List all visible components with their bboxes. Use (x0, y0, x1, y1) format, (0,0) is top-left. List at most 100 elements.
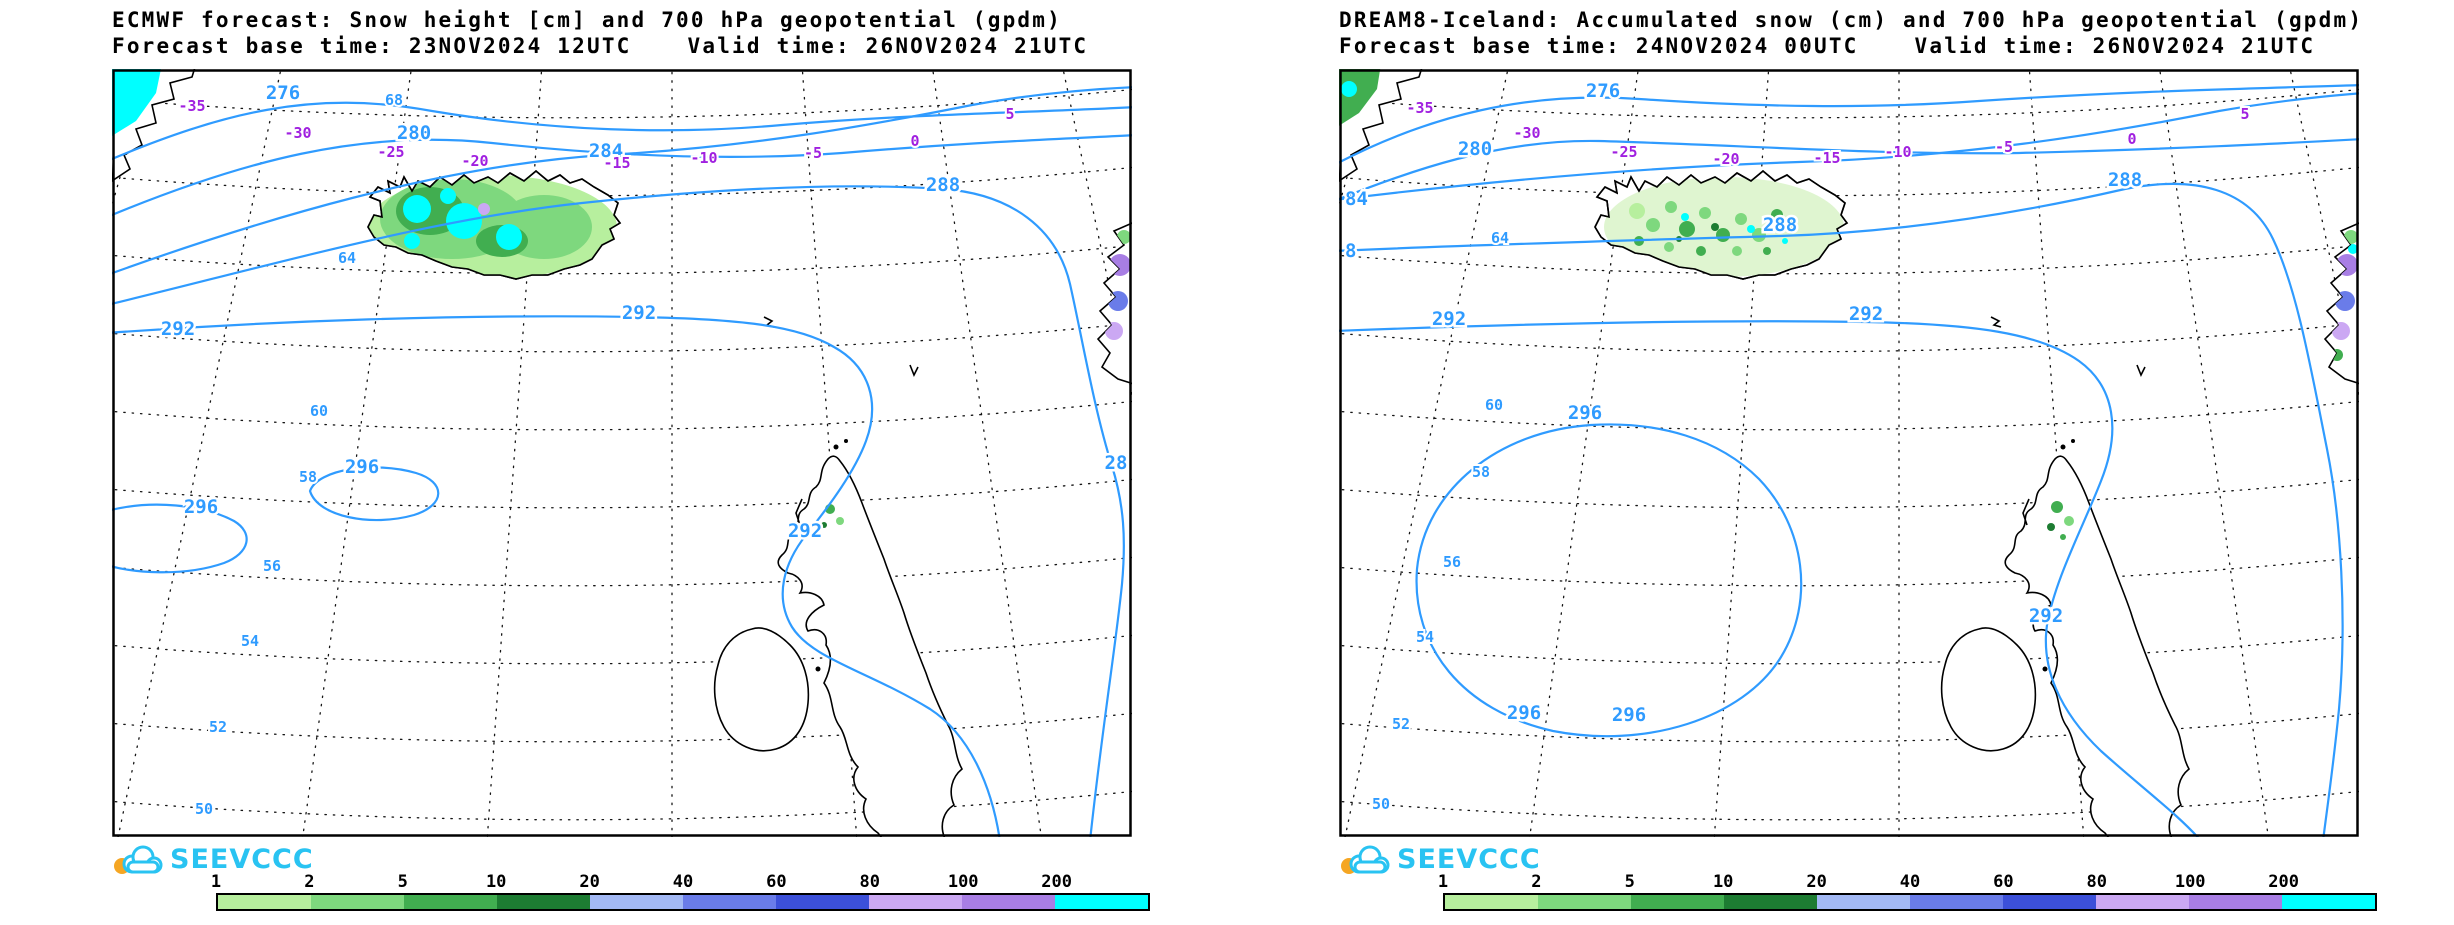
legend-segment (2096, 895, 2189, 909)
legend-color-bar (216, 893, 1150, 911)
panel-title: ECMWF forecast: Snow height [cm] and 700… (112, 8, 1062, 32)
panel-header: ECMWF forecast: Snow height [cm] and 700… (112, 8, 1212, 58)
legend-segment (2282, 895, 2375, 909)
latitude-label: 50 (1372, 795, 1390, 813)
map-svg-dream8: 276 280 84 8 288 288 292 292 296 296 296… (1339, 69, 2359, 837)
shetland-islands (909, 364, 919, 377)
legend-segment (218, 895, 311, 909)
greenland-east-coast (1096, 222, 1132, 385)
iceland (1594, 169, 1849, 280)
latitude-label: 60 (310, 402, 328, 420)
legend-segment (776, 895, 869, 909)
legend-segment (2189, 895, 2282, 909)
legend-tick: 100 (2174, 872, 2206, 892)
legend-segment (1724, 895, 1817, 909)
temperature-labels: -35 -30 -25 -20 -15 -10 -5 0 5 (176, 95, 1016, 174)
seevccc-logo: SEEVCCC (112, 841, 314, 877)
contour-label: 296 (184, 496, 218, 518)
temperature-label: -15 (1813, 149, 1840, 167)
faroe-islands (1990, 316, 2002, 328)
iceland-snow-cover (1604, 177, 1844, 277)
temperature-label: 0 (910, 132, 919, 150)
legend-tick: 200 (2268, 872, 2299, 892)
latitude-label: 58 (1472, 463, 1490, 481)
temperature-label: -30 (284, 124, 311, 142)
legend-tick: 2 (304, 872, 315, 892)
latitude-label: 64 (338, 249, 356, 267)
contour-labels: 276 280 84 8 288 288 292 292 296 296 296… (1343, 78, 2145, 729)
legend-tick: 5 (397, 872, 408, 892)
legend-tick: 1 (1437, 872, 1449, 892)
latitude-labels: 68 64 60 58 56 54 52 50 (193, 89, 405, 820)
panel-subtitle: Forecast base time: 23NOV2024 12UTC Vali… (112, 34, 1212, 58)
legend-tick: 40 (1899, 872, 1921, 892)
legend-tick: 2 (1531, 872, 1542, 892)
graticule (112, 69, 1132, 837)
iceland-snow-cover (368, 175, 617, 279)
geopotential-contours (1339, 84, 2359, 837)
contour-label: 276 (266, 82, 300, 104)
graticule (1339, 69, 2359, 837)
legend-segment (404, 895, 497, 909)
latitude-label: 56 (263, 557, 281, 575)
legend-tick: 60 (1993, 872, 2014, 892)
snow-legend: 1 2 5 10 20 40 60 80 100 200 (1438, 872, 2377, 914)
legend-tick: 5 (1624, 872, 1635, 892)
contour-label: 292 (1432, 308, 1466, 330)
legend-tick: 1 (210, 872, 222, 892)
legend-segment (1910, 895, 2003, 909)
contour-label: 288 (926, 174, 960, 196)
valid-time: Valid time: 26NOV2024 21UTC (687, 34, 1089, 58)
contour-label: 296 (1568, 402, 1602, 424)
geopotential-contours (112, 86, 1132, 837)
temperature-label: -35 (1406, 99, 1433, 117)
iceland (367, 169, 622, 280)
contour-label: 284 (589, 140, 623, 162)
contour-label: 296 (1507, 702, 1541, 724)
map-dream8: 276 280 84 8 288 288 292 292 296 296 296… (1339, 69, 2359, 837)
latitude-label: 58 (299, 468, 317, 486)
map-ecmwf: 276 280 284 288 292 292 296 296 28 292 -… (112, 69, 1132, 837)
legend-tick: 200 (1041, 872, 1072, 892)
temperature-label: -5 (804, 144, 822, 162)
latitude-labels: 64 60 58 56 54 52 50 (1370, 227, 1511, 815)
temperature-label: -20 (461, 152, 488, 170)
greenland-northwest (112, 69, 196, 182)
temperature-label: -20 (1712, 150, 1739, 168)
legend-tick: 10 (485, 872, 507, 892)
legend-segment (311, 895, 404, 909)
contour-label: 292 (1849, 303, 1883, 325)
latitude-label: 52 (209, 718, 227, 736)
latitude-label: 60 (1485, 396, 1503, 414)
contour-label: 292 (622, 302, 656, 324)
orkney-islands (833, 439, 848, 450)
temperature-label: 5 (1005, 105, 1014, 123)
contour-label: 28 (1105, 452, 1128, 474)
map-border (112, 69, 1132, 837)
snow-legend: 1 2 5 10 20 40 60 80 100 200 (211, 872, 1150, 914)
contour-labels: 276 280 284 288 292 292 296 296 28 292 (158, 80, 1130, 545)
cloud-logo-icon (1341, 845, 1390, 874)
contour-label: 296 (345, 456, 379, 478)
legend-color-bar (1443, 893, 2377, 911)
temperature-label: -5 (1995, 138, 2013, 156)
latitude-label: 50 (195, 800, 213, 818)
latitude-label: 68 (385, 91, 403, 109)
scotland-snow-specks (2047, 501, 2074, 540)
legend-segment (869, 895, 962, 909)
temperature-label: -15 (603, 154, 630, 172)
ireland (713, 627, 810, 752)
legend-segment (1055, 895, 1148, 909)
temperature-label: -10 (690, 149, 717, 167)
temperature-label: -30 (1513, 124, 1540, 142)
great-britain (2004, 455, 2191, 837)
legend-tick-labels: 1 2 5 10 20 40 60 80 100 200 (211, 872, 1150, 892)
legend-segment (962, 895, 1055, 909)
legend-tick: 40 (672, 872, 694, 892)
legend-tick: 80 (2086, 872, 2108, 892)
legend-segment (1817, 895, 1910, 909)
seevccc-logo: SEEVCCC (1339, 841, 1541, 877)
panel-dream8: DREAM8-Iceland: Accumulated snow (cm) an… (1227, 0, 2454, 925)
legend-segment (590, 895, 683, 909)
